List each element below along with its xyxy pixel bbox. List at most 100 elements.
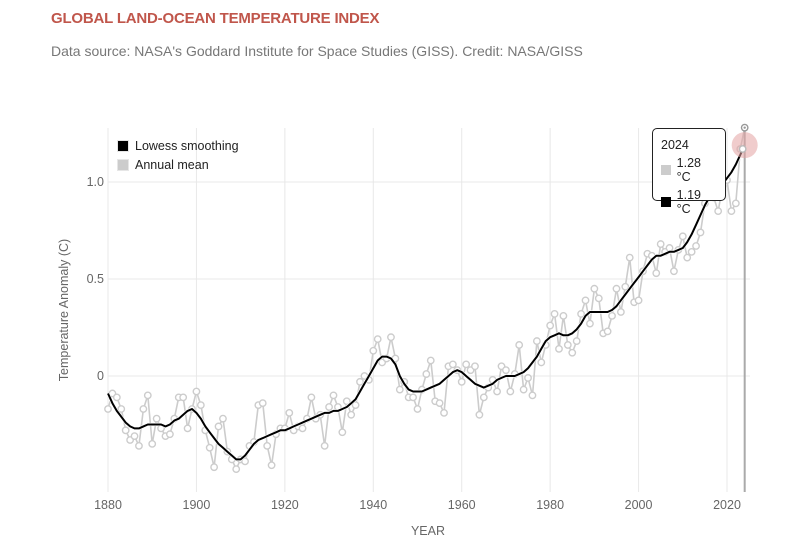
legend-item-lowess[interactable]: Lowess smoothing — [117, 136, 239, 155]
x-tick-label: 1900 — [183, 498, 211, 512]
annual-mean-point — [183, 424, 192, 433]
legend-label-annual: Annual mean — [135, 157, 209, 172]
legend-swatch-annual — [117, 158, 129, 171]
annual-mean-point — [148, 439, 157, 448]
annual-mean-point — [475, 410, 484, 419]
annual-mean-point — [422, 370, 431, 378]
annual-mean-point — [347, 410, 356, 419]
annual-mean-point — [493, 387, 501, 396]
hover-tooltip: 2024 1.28 °C 1.19 °C — [652, 128, 726, 216]
tooltip-annual-value: 1.28 °C — [676, 156, 701, 184]
legend-item-annual[interactable]: Annual mean — [117, 155, 239, 174]
annual-mean-point — [165, 430, 174, 439]
legend-label-lowess: Lowess smoothing — [135, 138, 239, 153]
tooltip-smoothed-value: 1.19 °C — [676, 188, 701, 216]
annual-mean-point — [537, 358, 546, 367]
annual-mean-point — [448, 360, 457, 369]
annual-mean-point — [196, 401, 205, 409]
annual-mean-point — [320, 441, 329, 450]
annual-mean-point — [329, 391, 338, 400]
grid-lines — [107, 128, 750, 492]
tooltip-year: 2024 — [661, 138, 689, 152]
tooltip-row-smoothed: 1.19 °C — [661, 188, 717, 216]
lowess-line — [107, 144, 746, 461]
x-tick-label: 1980 — [536, 498, 564, 512]
annual-mean-point — [192, 387, 201, 396]
annual-mean-point — [528, 391, 537, 400]
annual-mean-point — [373, 335, 382, 344]
annual-mean-point — [307, 393, 316, 402]
x-tick-label: 2000 — [625, 498, 653, 512]
annual-mean-point — [616, 308, 625, 316]
annual-mean-point — [440, 408, 448, 417]
annual-mean-point — [214, 422, 223, 431]
annual-mean-point — [409, 393, 417, 402]
legend: Lowess smoothing Annual mean — [117, 136, 239, 174]
annual-mean-point — [435, 399, 444, 408]
annual-mean-point — [696, 228, 705, 237]
annual-mean-point — [692, 242, 700, 250]
annual-mean-point — [515, 341, 524, 349]
y-axis-ticks: 0 0.5 1.0 — [87, 175, 104, 383]
lowess-halo — [106, 144, 747, 461]
annual-mean-point — [479, 393, 488, 402]
x-tick-label: 1940 — [359, 498, 387, 512]
annual-mean-point — [179, 393, 188, 402]
annual-mean-point — [263, 441, 272, 450]
chart-title: GLOBAL LAND-OCEAN TEMPERATURE INDEX — [51, 10, 380, 27]
annual-mean-point — [413, 405, 422, 413]
annual-mean-point — [670, 267, 678, 276]
hover-annual-point-center — [743, 126, 746, 129]
tooltip-swatch-annual — [661, 165, 671, 175]
annual-mean-point — [351, 401, 360, 409]
annual-mean-point — [506, 387, 515, 396]
annual-mean-point — [577, 310, 585, 318]
annual-mean-point — [581, 296, 590, 305]
annual-mean-point — [152, 414, 161, 423]
annual-mean-point — [603, 327, 612, 336]
annual-mean-point — [532, 337, 541, 345]
annual-mean-point — [586, 319, 594, 328]
annual-mean-point — [559, 311, 568, 320]
x-tick-label: 2020 — [713, 498, 741, 512]
hover-highlight-circle — [731, 132, 758, 159]
y-tick-label: 1.0 — [87, 175, 104, 189]
annual-mean-point — [356, 377, 364, 386]
annual-mean-point — [471, 362, 479, 371]
annual-mean-point — [568, 348, 577, 357]
annual-mean-point — [210, 463, 219, 472]
annual-mean-point — [678, 232, 687, 241]
legend-swatch-lowess — [117, 139, 129, 152]
annual-mean-point — [652, 269, 661, 278]
tooltip-swatch-smoothed — [661, 197, 671, 207]
annual-mean-point — [342, 397, 351, 406]
annual-mean-point — [683, 253, 692, 262]
annual-mean-point — [612, 284, 621, 293]
annual-mean-point — [205, 443, 214, 452]
annual-mean-point — [594, 294, 603, 303]
annual-mean-point — [608, 311, 616, 320]
annual-mean-point — [338, 428, 347, 437]
annual-mean-point — [130, 432, 139, 441]
annual-mean-point — [519, 385, 528, 394]
annual-mean-point — [656, 240, 665, 248]
annual-mean-point — [550, 310, 559, 318]
annual-mean-point — [731, 199, 740, 208]
annual-mean-point — [563, 341, 572, 349]
annual-mean-point — [555, 344, 563, 353]
annual-mean-point — [285, 408, 294, 417]
annual-mean-point — [502, 366, 510, 375]
annual-mean-point — [738, 145, 747, 153]
x-tick-label: 1920 — [271, 498, 299, 512]
annual-mean-point — [572, 337, 581, 345]
annual-mean-series — [104, 127, 746, 474]
annual-mean-point — [298, 424, 307, 433]
annual-mean-point — [590, 284, 599, 293]
x-tick-label: 1880 — [94, 498, 122, 512]
annual-mean-point — [387, 333, 395, 342]
annual-mean-point — [258, 399, 267, 408]
annual-mean-point — [727, 207, 736, 216]
annual-mean-point — [121, 426, 130, 435]
y-tick-label: 0 — [97, 369, 104, 383]
